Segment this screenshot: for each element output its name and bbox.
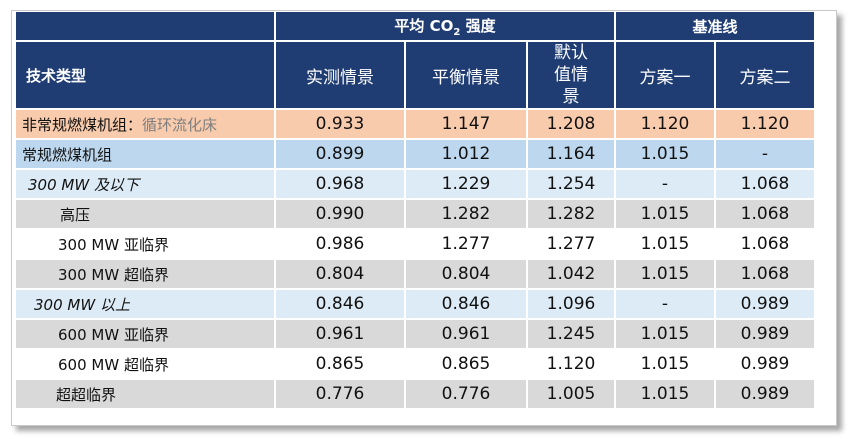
cell-measured: 0.933	[276, 110, 404, 138]
table-row: 300 MW 亚临界 0.986 1.277 1.277 1.015 1.068	[16, 230, 814, 258]
cell-option-1: 1.015	[616, 260, 714, 288]
cell-option-2: 1.068	[716, 230, 814, 258]
cell-measured: 0.846	[276, 290, 404, 318]
column-header-option-1: 方案一	[616, 42, 714, 108]
cell-default: 1.096	[528, 290, 614, 318]
row-label: 非常规燃煤机组：循环流化床	[16, 110, 274, 138]
cell-option-1: 1.015	[616, 230, 714, 258]
table-row: 300 MW 超临界 0.804 0.804 1.042 1.015 1.068	[16, 260, 814, 288]
row-label-suffix: 循环流化床	[142, 115, 218, 134]
group-header-baseline: 基准线	[616, 12, 814, 40]
column-header-tech-type: 技术类型	[16, 42, 274, 108]
co2-intensity-table: 平均 CO2 强度 基准线 技术类型 实测情景 平衡情景 默认值情景 方案一 方…	[14, 10, 816, 410]
cell-option-1: 1.015	[616, 320, 714, 348]
cell-option-1: 1.015	[616, 380, 714, 408]
row-label: 600 MW 亚临界	[16, 320, 274, 348]
table-row: 600 MW 亚临界 0.961 0.961 1.245 1.015 0.989	[16, 320, 814, 348]
header-row-1: 平均 CO2 强度 基准线	[16, 12, 814, 40]
cell-option-2: 1.068	[716, 200, 814, 228]
cell-option-2: 0.989	[716, 350, 814, 378]
cell-option-1: 1.015	[616, 350, 714, 378]
cell-option-1: 1.015	[616, 140, 714, 168]
column-header-balanced: 平衡情景	[406, 42, 526, 108]
cell-option-1: 1.015	[616, 200, 714, 228]
cell-balanced: 0.865	[406, 350, 526, 378]
header-blank-cell	[16, 12, 274, 40]
cell-option-2: 0.989	[716, 320, 814, 348]
row-label-text: 非常规燃煤机组：	[22, 115, 143, 134]
cell-measured: 0.986	[276, 230, 404, 258]
header-row-2: 技术类型 实测情景 平衡情景 默认值情景 方案一 方案二	[16, 42, 814, 108]
cell-option-2: 1.120	[716, 110, 814, 138]
row-label: 600 MW 超临界	[16, 350, 274, 378]
row-label: 常规燃煤机组	[16, 140, 274, 168]
cell-balanced: 0.961	[406, 320, 526, 348]
row-label: 300 MW 超临界	[16, 260, 274, 288]
group-header-avg-suffix: 强度	[460, 16, 496, 35]
cell-default: 1.042	[528, 260, 614, 288]
cell-default: 1.005	[528, 380, 614, 408]
cell-option-2: -	[716, 140, 814, 168]
cell-balanced: 0.804	[406, 260, 526, 288]
cell-option-2: 1.068	[716, 170, 814, 198]
row-label: 300 MW 及以下	[16, 170, 274, 198]
cell-measured: 0.990	[276, 200, 404, 228]
column-header-option-2: 方案二	[716, 42, 814, 108]
table-row: 常规燃煤机组 0.899 1.012 1.164 1.015 -	[16, 140, 814, 168]
cell-measured: 0.899	[276, 140, 404, 168]
cell-option-1: -	[616, 170, 714, 198]
column-header-measured: 实测情景	[276, 42, 404, 108]
cell-option-2: 0.989	[716, 290, 814, 318]
cell-default: 1.254	[528, 170, 614, 198]
group-header-avg-sub: 2	[453, 26, 461, 38]
cell-measured: 0.968	[276, 170, 404, 198]
table-row: 300 MW 及以下 0.968 1.229 1.254 - 1.068	[16, 170, 814, 198]
row-label: 超超临界	[16, 380, 274, 408]
cell-balanced: 0.776	[406, 380, 526, 408]
table-row: 非常规燃煤机组：循环流化床 0.933 1.147 1.208 1.120 1.…	[16, 110, 814, 138]
cell-measured: 0.776	[276, 380, 404, 408]
column-header-default-text: 默认值情景	[554, 43, 588, 107]
cell-default: 1.120	[528, 350, 614, 378]
cell-default: 1.245	[528, 320, 614, 348]
cell-measured: 0.865	[276, 350, 404, 378]
cell-default: 1.277	[528, 230, 614, 258]
cell-option-1: -	[616, 290, 714, 318]
group-header-avg-text: 平均 CO	[394, 16, 454, 35]
cell-option-2: 0.989	[716, 380, 814, 408]
cell-default: 1.208	[528, 110, 614, 138]
cell-balanced: 0.846	[406, 290, 526, 318]
column-header-default: 默认值情景	[528, 42, 614, 108]
table-row: 300 MW 以上 0.846 0.846 1.096 - 0.989	[16, 290, 814, 318]
table-row: 超超临界 0.776 0.776 1.005 1.015 0.989	[16, 380, 814, 408]
cell-default: 1.282	[528, 200, 614, 228]
row-label: 300 MW 亚临界	[16, 230, 274, 258]
cell-option-2: 1.068	[716, 260, 814, 288]
table-row: 高压 0.990 1.282 1.282 1.015 1.068	[16, 200, 814, 228]
cell-option-1: 1.120	[616, 110, 714, 138]
cell-measured: 0.961	[276, 320, 404, 348]
cell-balanced: 1.277	[406, 230, 526, 258]
table-row: 600 MW 超临界 0.865 0.865 1.120 1.015 0.989	[16, 350, 814, 378]
cell-balanced: 1.229	[406, 170, 526, 198]
row-label: 高压	[16, 200, 274, 228]
cell-balanced: 1.012	[406, 140, 526, 168]
cell-measured: 0.804	[276, 260, 404, 288]
row-label: 300 MW 以上	[16, 290, 274, 318]
cell-balanced: 1.147	[406, 110, 526, 138]
group-header-avg-co2: 平均 CO2 强度	[276, 12, 614, 40]
cell-balanced: 1.282	[406, 200, 526, 228]
cell-default: 1.164	[528, 140, 614, 168]
